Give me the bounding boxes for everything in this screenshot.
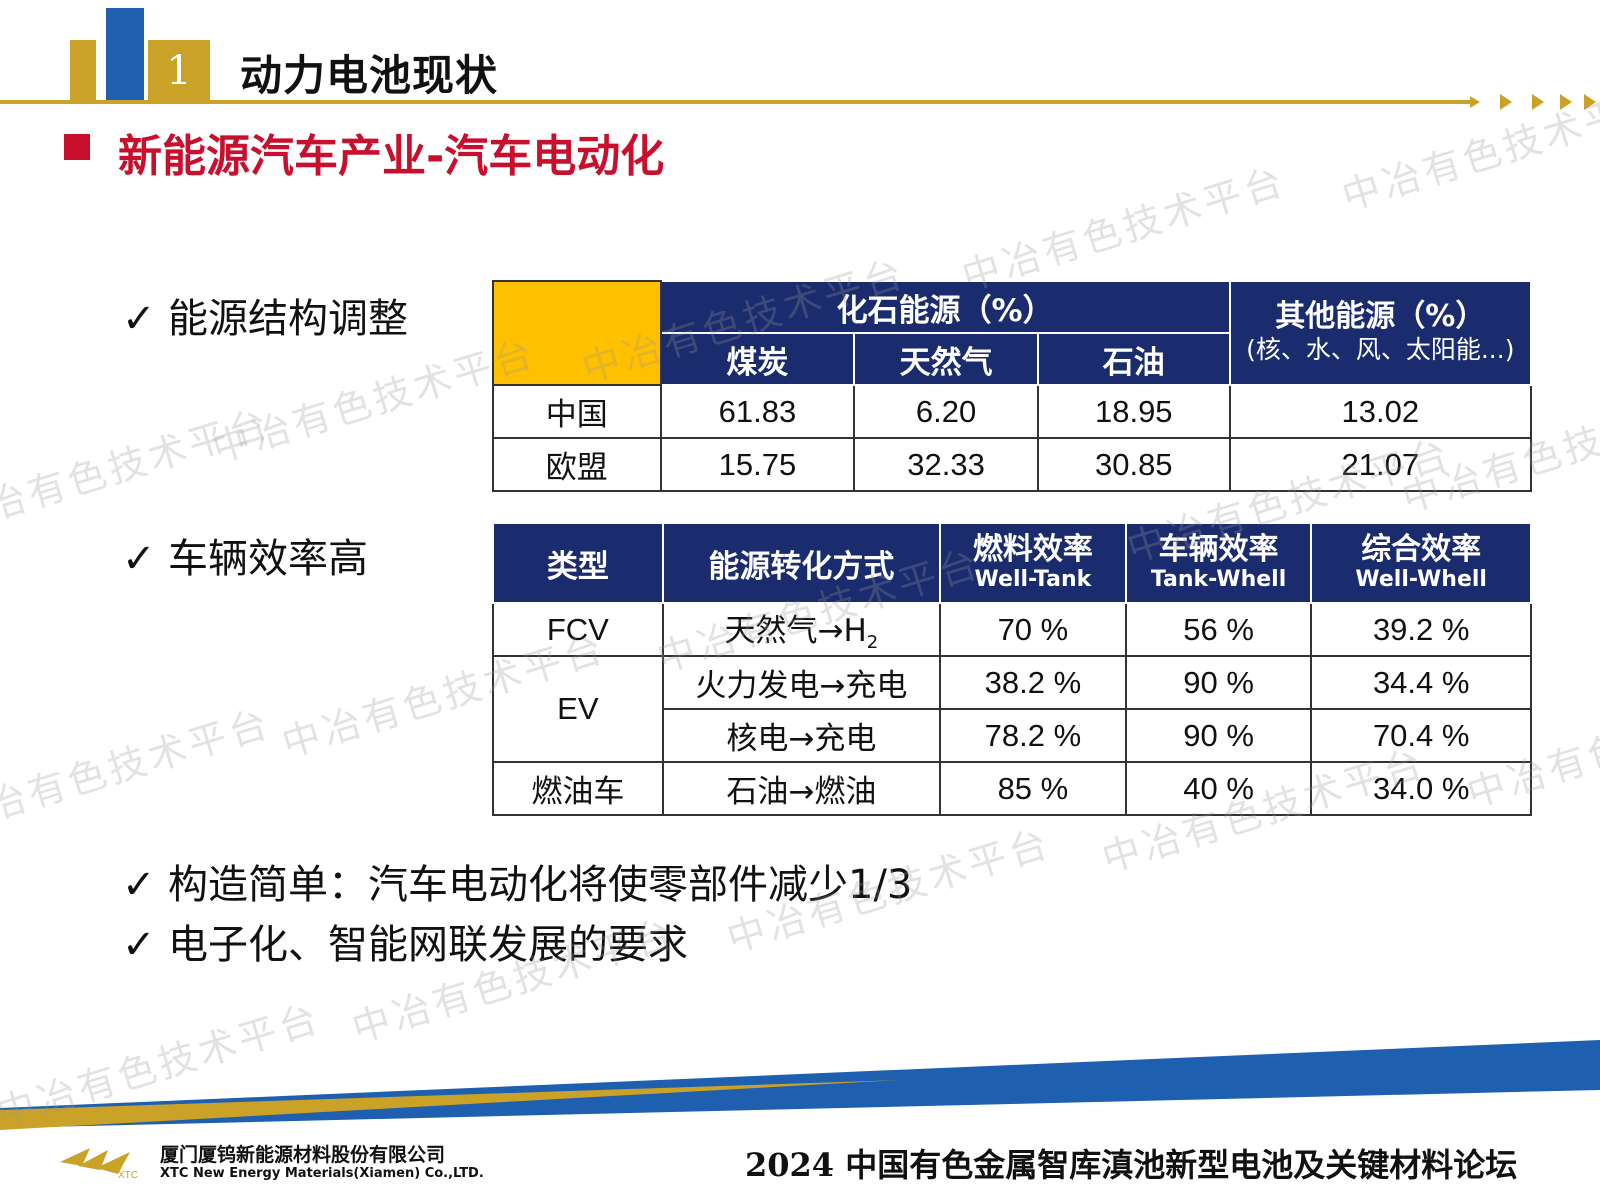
overall-cell: 39.2 % <box>1310 602 1532 657</box>
section-title: 新能源汽车产业-汽车电动化 <box>118 131 665 182</box>
bullet-simple-text: 构造简单：汽车电动化将使零部件减少1/3 <box>168 862 913 908</box>
oil-cell: 30.85 <box>1036 437 1231 492</box>
vehicle-cell: 90 % <box>1124 655 1313 710</box>
column-header-fuel-efficiency: 燃料效率 Well-Tank <box>939 522 1127 604</box>
overall-cell: 34.0 % <box>1310 761 1532 816</box>
energy-structure-table: 化石能源（%） 其他能源（%） (核、水、风、太阳能...) 煤炭 天然气 石油… <box>492 280 1533 492</box>
company-name-cn: 厦门厦钨新能源材料股份有限公司 <box>160 1144 446 1166</box>
other-energy-note: (核、水、风、太阳能...) <box>1246 335 1515 364</box>
table-row: 欧盟 15.75 32.33 30.85 21.07 <box>492 437 1533 492</box>
oil-cell: 18.95 <box>1036 384 1231 439</box>
gas-cell: 6.20 <box>853 384 1039 439</box>
footer-swoosh <box>0 1040 1600 1130</box>
bullet-smart-connected: ✓ 电子化、智能网联发展的要求 <box>122 912 688 970</box>
header-accent-bar-blue <box>106 8 144 102</box>
table-row: 核电→充电 78.2 % 90 % 70.4 % <box>493 708 1532 763</box>
conversion-subscript: 2 <box>866 632 879 654</box>
vehicle-efficiency-title: 车辆效率 <box>1158 532 1279 567</box>
fuel-efficiency-title: 燃料效率 <box>972 532 1093 567</box>
other-energy-header: 其他能源（%） (核、水、风、太阳能...) <box>1228 280 1533 386</box>
column-header-type: 类型 <box>492 522 664 604</box>
vehicle-cell: 40 % <box>1124 761 1313 816</box>
vehicle-efficiency-subtitle: Tank-Whell <box>1150 567 1287 592</box>
column-header-coal: 煤炭 <box>659 332 856 386</box>
table-row: FCV 天然气→H2 70 % 56 % 39.2 % <box>492 602 1532 657</box>
conversion-cell: 天然气→H2 <box>661 602 942 657</box>
vehicle-cell: 56 % <box>1124 602 1313 657</box>
column-header-gas: 天然气 <box>853 332 1039 386</box>
gas-cell: 32.33 <box>853 437 1039 492</box>
fuel-cell: 85 % <box>939 761 1127 816</box>
conversion-cell: 核电→充电 <box>661 708 942 763</box>
fuel-cell: 78.2 % <box>939 708 1127 763</box>
section-bullet-square <box>64 134 90 160</box>
watermark: 中冶有色技术平台 <box>0 400 277 542</box>
check-icon: ✓ <box>122 296 156 342</box>
other-cell: 13.02 <box>1228 384 1533 439</box>
overall-cell: 34.4 % <box>1310 655 1532 710</box>
fossil-energy-header: 化石能源（%） <box>659 280 1231 334</box>
table-row: 燃油车 石油→燃油 85 % 40 % 34.0 % <box>492 761 1532 816</box>
vehicle-efficiency-table: 类型 能源转化方式 燃料效率 Well-Tank 车辆效率 Tank-Whell… <box>492 522 1532 816</box>
fuel-cell: 38.2 % <box>939 655 1127 710</box>
overall-cell: 70.4 % <box>1310 708 1532 763</box>
company-name-en: XTC New Energy Materials(Xiamen) Co.,LTD… <box>160 1166 484 1181</box>
bullet-simple-structure: ✓ 构造简单：汽车电动化将使零部件减少1/3 <box>122 852 912 910</box>
bullet-efficiency-text: 车辆效率高 <box>168 536 368 582</box>
table-row: 中国 61.83 6.20 18.95 13.02 <box>492 384 1533 439</box>
overall-efficiency-subtitle: Well-Whell <box>1355 567 1487 592</box>
bullet-vehicle-efficiency: ✓ 车辆效率高 <box>122 526 368 584</box>
company-logo-icon: XTC <box>60 1148 138 1180</box>
type-cell: EV <box>492 655 664 763</box>
coal-cell: 61.83 <box>659 384 856 439</box>
fuel-efficiency-subtitle: Well-Tank <box>974 567 1092 592</box>
check-icon: ✓ <box>122 536 156 582</box>
column-header-vehicle-efficiency: 车辆效率 Tank-Whell <box>1124 522 1313 604</box>
check-icon: ✓ <box>122 922 156 968</box>
column-header-oil: 石油 <box>1036 332 1231 386</box>
other-energy-title: 其他能源（%） <box>1275 299 1486 334</box>
conversion-cell: 石油→燃油 <box>661 761 942 816</box>
check-icon: ✓ <box>122 862 156 908</box>
region-cell: 欧盟 <box>492 437 662 492</box>
other-cell: 21.07 <box>1228 437 1533 492</box>
logo-text: XTC <box>118 1170 138 1180</box>
vehicle-cell: 90 % <box>1124 708 1313 763</box>
fuel-cell: 70 % <box>939 602 1127 657</box>
type-cell: 燃油车 <box>492 761 664 816</box>
region-cell: 中国 <box>492 384 662 439</box>
watermark: 中冶有色技术平台 <box>956 158 1292 300</box>
page-title: 动力电池现状 <box>240 51 499 100</box>
bullet-energy-structure: ✓ 能源结构调整 <box>122 286 408 344</box>
forum-title: 2024 中国有色金属智库滇池新型电池及关键材料论坛 <box>745 1146 1518 1184</box>
bullet-smart-text: 电子化、智能网联发展的要求 <box>168 922 688 968</box>
column-header-overall-efficiency: 综合效率 Well-Whell <box>1310 522 1532 604</box>
conversion-cell: 火力发电→充电 <box>661 655 942 710</box>
section-number: 1 <box>148 40 210 102</box>
table-corner-cell <box>492 280 662 386</box>
watermark: 中冶有色技术平台 <box>0 700 277 842</box>
header-divider <box>0 100 1470 104</box>
bullet-energy-text: 能源结构调整 <box>168 296 408 342</box>
table-row: EV 火力发电→充电 38.2 % 90 % 34.4 % <box>492 655 1532 763</box>
type-cell: FCV <box>492 602 664 657</box>
coal-cell: 15.75 <box>659 437 856 492</box>
column-header-conversion: 能源转化方式 <box>661 522 942 604</box>
header-accent-bar-gold <box>70 40 96 102</box>
header-arrow-decoration <box>1470 94 1596 110</box>
conversion-text: 天然气→H <box>724 613 867 650</box>
overall-efficiency-title: 综合效率 <box>1361 532 1482 567</box>
